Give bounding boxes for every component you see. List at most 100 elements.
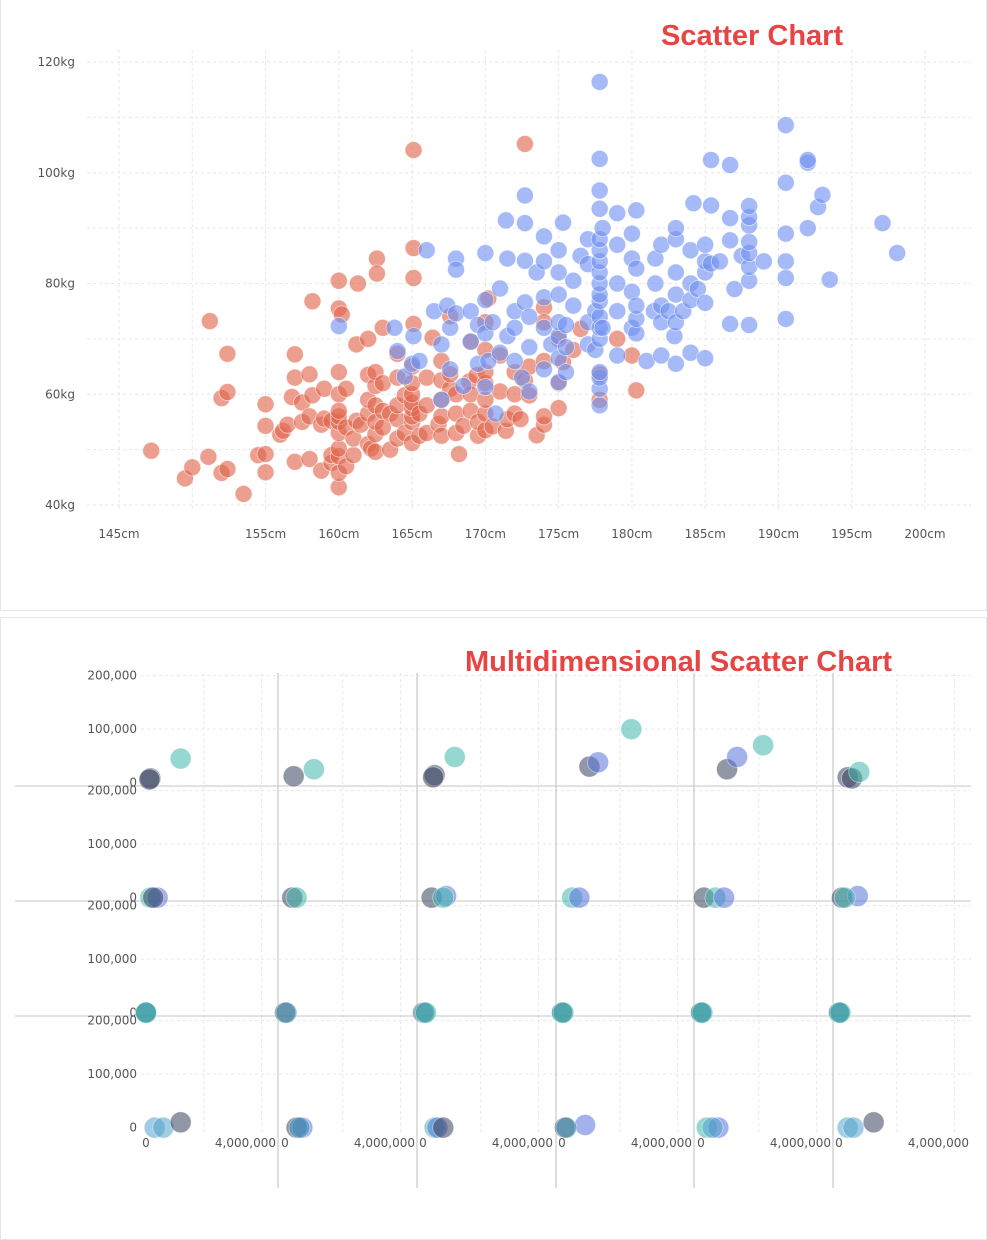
data-point[interactable] [848,761,871,783]
data-point[interactable] [702,196,720,215]
data-point[interactable] [552,1001,575,1024]
data-point[interactable] [366,442,385,461]
data-point[interactable] [344,446,363,465]
data-point[interactable] [303,292,322,311]
data-point[interactable] [813,185,832,204]
data-point[interactable] [590,363,609,382]
data-point[interactable] [798,151,817,169]
data-point[interactable] [535,407,553,426]
data-point[interactable] [288,1116,311,1139]
data-point[interactable] [432,390,451,409]
data-point[interactable] [776,173,795,192]
data-point[interactable] [710,252,729,271]
data-point[interactable] [511,410,530,429]
data-point[interactable] [199,447,218,466]
data-point[interactable] [564,296,583,315]
data-point[interactable] [564,271,583,290]
data-point[interactable] [385,318,404,337]
data-point[interactable] [608,274,627,293]
data-point[interactable] [278,415,297,434]
data-point[interactable] [461,332,480,351]
data-point[interactable] [696,349,715,368]
data-point[interactable] [574,1114,597,1136]
data-point[interactable] [842,1116,865,1139]
data-point[interactable] [555,1116,578,1139]
data-point[interactable] [888,244,907,262]
data-point[interactable] [593,318,612,337]
data-point[interactable] [666,219,685,238]
data-point[interactable] [476,378,495,396]
data-point[interactable] [422,766,445,789]
data-point[interactable] [483,313,502,332]
data-point[interactable] [218,383,237,401]
data-point[interactable] [520,307,539,326]
data-point[interactable] [461,302,480,321]
data-point[interactable] [721,231,739,250]
data-point[interactable] [549,285,568,304]
data-point[interactable] [282,765,305,788]
data-point[interactable] [549,263,568,282]
data-point[interactable] [549,241,568,260]
data-point[interactable] [829,1001,852,1024]
data-point[interactable] [623,224,641,243]
data-point[interactable] [587,751,610,774]
data-point[interactable] [776,252,795,271]
data-point[interactable] [135,1001,157,1024]
data-point[interactable] [169,747,192,770]
data-point[interactable] [608,329,627,348]
data-point[interactable] [833,886,856,909]
data-point[interactable] [754,252,773,271]
data-point[interactable] [535,252,553,271]
data-point[interactable] [359,329,378,348]
data-point[interactable] [491,279,509,298]
data-point[interactable] [138,768,161,791]
data-point[interactable] [404,327,423,346]
data-point[interactable] [590,73,609,91]
data-point[interactable] [740,316,759,334]
data-point[interactable] [590,150,609,168]
data-point[interactable] [590,199,609,218]
data-point[interactable] [337,379,356,398]
data-point[interactable] [798,219,817,238]
data-point[interactable] [721,209,739,228]
data-point[interactable] [329,317,348,336]
data-point[interactable] [256,395,275,414]
data-point[interactable] [554,213,572,232]
data-point[interactable] [505,318,524,337]
data-point[interactable] [696,293,715,312]
data-point[interactable] [516,135,534,153]
data-point[interactable] [721,315,739,333]
data-point[interactable] [285,368,304,387]
data-point[interactable] [862,1111,885,1134]
data-point[interactable] [520,338,539,357]
data-point[interactable] [432,335,451,354]
data-point[interactable] [752,734,775,757]
data-point[interactable] [476,244,495,262]
data-point[interactable] [275,1001,298,1024]
data-point[interactable] [666,263,685,282]
data-point[interactable] [513,368,531,387]
data-point[interactable] [726,746,749,768]
data-point[interactable] [516,214,534,233]
data-point[interactable] [450,445,468,463]
data-point[interactable] [535,288,553,307]
data-point[interactable] [725,280,744,298]
data-point[interactable] [454,416,473,435]
data-point[interactable] [608,302,627,321]
data-point[interactable] [169,1111,192,1134]
data-point[interactable] [684,194,703,213]
data-point[interactable] [549,399,568,417]
data-point[interactable] [142,886,165,909]
data-point[interactable] [256,463,275,482]
data-point[interactable] [608,204,627,223]
data-point[interactable] [432,426,451,445]
data-point[interactable] [486,404,505,423]
data-point[interactable] [218,460,237,478]
data-point[interactable] [410,352,429,370]
data-point[interactable] [557,363,575,382]
data-point[interactable] [520,382,539,401]
data-point[interactable] [417,241,436,260]
data-point[interactable] [476,291,495,310]
data-point[interactable] [432,886,455,909]
data-point[interactable] [702,151,720,169]
